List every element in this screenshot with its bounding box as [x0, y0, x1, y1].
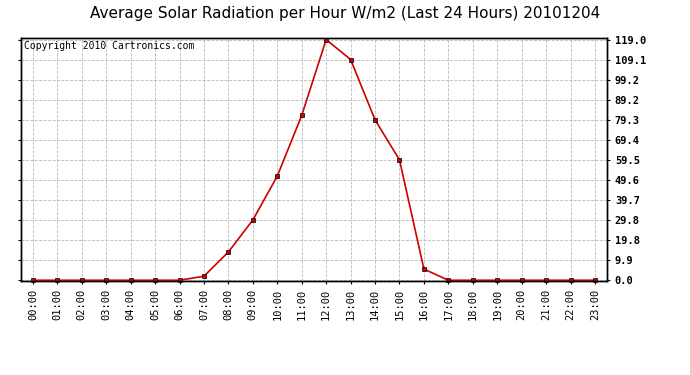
Text: Average Solar Radiation per Hour W/m2 (Last 24 Hours) 20101204: Average Solar Radiation per Hour W/m2 (L… — [90, 6, 600, 21]
Text: Copyright 2010 Cartronics.com: Copyright 2010 Cartronics.com — [23, 41, 194, 51]
